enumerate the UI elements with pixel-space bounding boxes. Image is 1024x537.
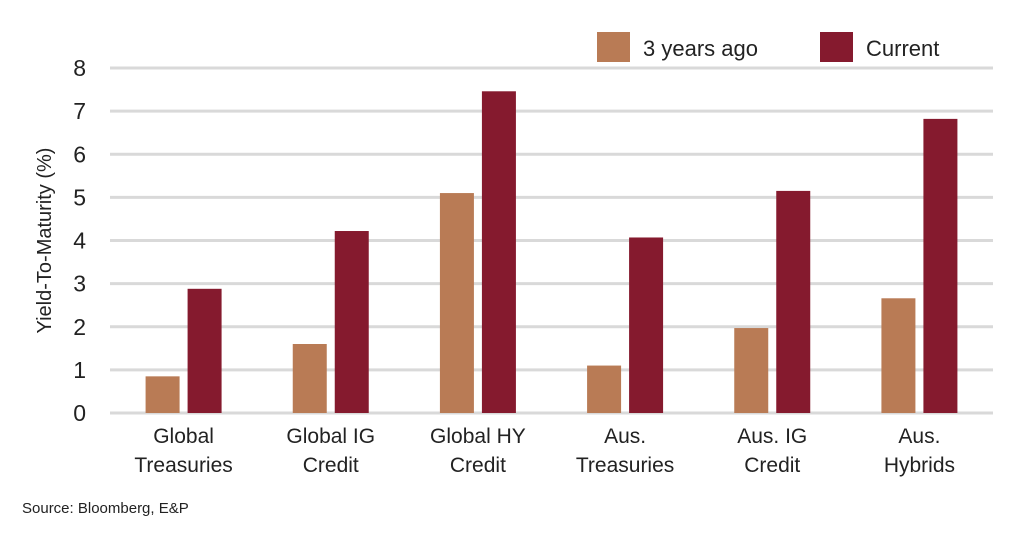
legend-swatch — [597, 32, 630, 62]
bar-chart: 0 1 2 3 4 5 6 7 8 Yield-To-Maturity (%) Global Trea… — [34, 32, 993, 477]
bar-current — [923, 118, 958, 413]
y-tick-label: 5 — [73, 184, 86, 210]
legend-label: Current — [866, 36, 939, 61]
x-tick-label: Aus. — [898, 425, 940, 448]
bar-3-years-ago — [292, 344, 327, 413]
y-tick-label: 1 — [73, 357, 86, 383]
legend-label: 3 years ago — [643, 36, 758, 61]
y-tick-label: 8 — [73, 55, 86, 81]
x-tick-label: Hybrids — [884, 454, 955, 477]
bar-current — [187, 288, 222, 413]
x-tick-label: Treasuries — [576, 454, 674, 477]
bar-current — [334, 231, 369, 413]
x-tick-label: Treasuries — [134, 454, 232, 477]
x-tick-label: Global HY — [430, 425, 526, 448]
bar-3-years-ago — [439, 193, 474, 413]
bar-current — [776, 190, 811, 413]
x-tick-label: Credit — [744, 454, 800, 477]
y-tick-label: 3 — [73, 271, 86, 297]
bar-3-years-ago — [734, 328, 769, 413]
y-tick-label: 2 — [73, 314, 86, 340]
bar-current — [481, 91, 516, 413]
y-tick-label: 7 — [73, 98, 86, 124]
x-tick-label: Credit — [303, 454, 359, 477]
bar-3-years-ago — [881, 298, 916, 413]
y-tick-label: 0 — [73, 400, 86, 426]
x-tick-label: Credit — [450, 454, 506, 477]
bar-3-years-ago — [145, 376, 180, 413]
legend-swatch — [820, 32, 853, 62]
bar-current — [629, 237, 664, 413]
x-tick-label: Global IG — [286, 425, 375, 448]
source-note: Source: Bloomberg, E&P — [22, 500, 189, 517]
x-tick-label: Aus. — [604, 425, 646, 448]
x-tick-label: Global — [153, 425, 214, 448]
y-tick-label: 6 — [73, 141, 86, 167]
y-axis-label: Yield-To-Maturity (%) — [34, 148, 56, 334]
y-tick-label: 4 — [73, 228, 86, 254]
bar-3-years-ago — [587, 365, 622, 413]
x-tick-label: Aus. IG — [737, 425, 807, 448]
